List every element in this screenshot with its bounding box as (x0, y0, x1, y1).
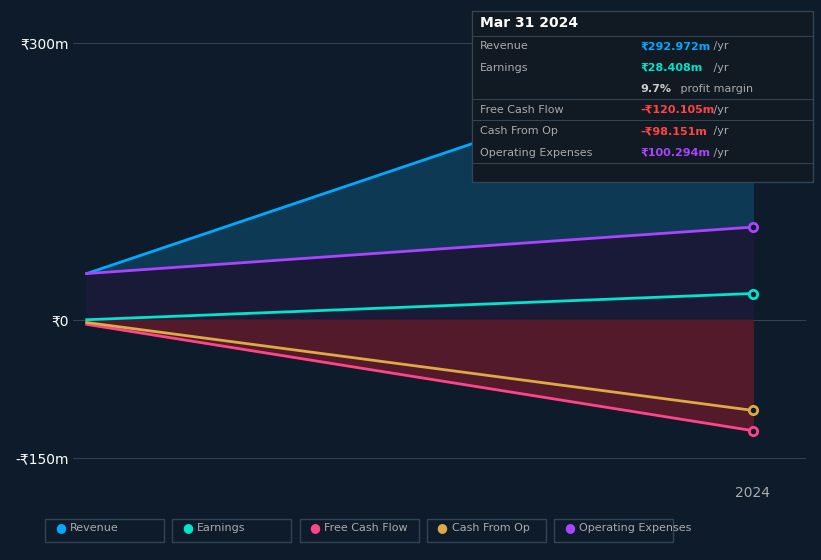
Text: ₹292.972m: ₹292.972m (640, 41, 711, 52)
Text: /yr: /yr (710, 63, 729, 73)
Text: Earnings: Earnings (480, 63, 529, 73)
Text: /yr: /yr (710, 127, 729, 137)
Text: -₹98.151m: -₹98.151m (640, 127, 707, 137)
Text: Earnings: Earnings (197, 524, 245, 534)
Text: ●: ● (310, 521, 320, 534)
Text: 9.7%: 9.7% (640, 84, 672, 94)
Text: ●: ● (437, 521, 447, 534)
Text: Mar 31 2024: Mar 31 2024 (480, 16, 579, 30)
Text: Free Cash Flow: Free Cash Flow (480, 105, 564, 115)
Text: Revenue: Revenue (70, 524, 118, 534)
Text: Cash From Op: Cash From Op (452, 524, 530, 534)
Text: ₹28.408m: ₹28.408m (640, 63, 703, 73)
Text: ●: ● (182, 521, 193, 534)
Text: -₹120.105m: -₹120.105m (640, 105, 714, 115)
Text: Cash From Op: Cash From Op (480, 127, 558, 137)
Text: ●: ● (55, 521, 66, 534)
Text: /yr: /yr (710, 148, 729, 158)
Text: Free Cash Flow: Free Cash Flow (324, 524, 408, 534)
Text: profit margin: profit margin (677, 84, 754, 94)
Text: /yr: /yr (710, 105, 729, 115)
Text: ●: ● (564, 521, 575, 534)
Text: Operating Expenses: Operating Expenses (579, 524, 691, 534)
Text: Operating Expenses: Operating Expenses (480, 148, 593, 158)
Text: Revenue: Revenue (480, 41, 529, 52)
Text: ₹100.294m: ₹100.294m (640, 148, 710, 158)
Text: /yr: /yr (710, 41, 729, 52)
